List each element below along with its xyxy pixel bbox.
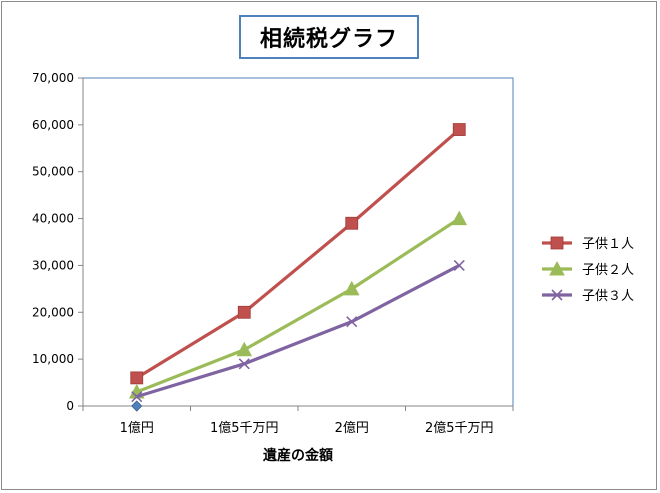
diamond-marker-shape xyxy=(131,400,143,412)
series-line xyxy=(136,264,460,399)
square-marker-shape xyxy=(130,371,144,385)
y-tick-label: 10,000 xyxy=(32,352,74,366)
y-tick-label: 70,000 xyxy=(32,71,74,85)
y-tick-label: 60,000 xyxy=(32,118,74,132)
data-point xyxy=(131,391,143,403)
data-point xyxy=(237,305,251,319)
data-point xyxy=(130,371,144,385)
x-marker-stroke xyxy=(131,391,143,403)
x-axis-title: 遺産の金額 xyxy=(263,447,333,464)
legend-marker xyxy=(549,260,565,276)
data-point xyxy=(346,316,358,328)
square-marker-shape xyxy=(452,123,466,136)
series-0 xyxy=(131,400,143,412)
x-tick-label: 2億円 xyxy=(335,420,369,436)
square-marker-shape xyxy=(550,236,564,250)
triangle-marker-shape xyxy=(549,260,565,276)
legend-entry: 子供１人 xyxy=(542,236,634,252)
data-point xyxy=(452,123,466,136)
y-tick-label: 20,000 xyxy=(32,305,74,319)
data-point xyxy=(345,216,359,230)
y-tick-label: 30,000 xyxy=(32,258,74,272)
y-tick-label: 0 xyxy=(66,399,74,413)
x-marker-stroke xyxy=(551,289,563,301)
data-point xyxy=(343,280,360,296)
chart-title: 相続税グラフ xyxy=(239,15,419,59)
x-marker-stroke xyxy=(346,316,358,328)
legend-marker xyxy=(551,289,563,301)
series-line xyxy=(136,217,461,394)
triangle-marker-shape xyxy=(236,341,253,357)
x-marker-stroke xyxy=(453,259,465,271)
legend-entry: 子供２人 xyxy=(542,260,634,278)
series-2 xyxy=(128,210,468,399)
data-point xyxy=(236,341,253,357)
triangle-marker-shape xyxy=(343,280,360,296)
data-point xyxy=(453,259,465,271)
x-tick-label: 2億5千万円 xyxy=(425,420,494,436)
legend-entry: 子供３人 xyxy=(542,289,634,304)
plot-area xyxy=(82,77,514,407)
square-marker-shape xyxy=(237,305,251,319)
series-line xyxy=(135,128,461,380)
series-3 xyxy=(131,259,465,403)
legend-label: 子供３人 xyxy=(582,289,634,304)
triangle-marker-shape xyxy=(451,210,468,226)
x-tick-label: 1億5千万円 xyxy=(210,420,279,436)
x-tick-label: 1億円 xyxy=(120,420,154,436)
y-tick-label: 40,000 xyxy=(32,212,74,226)
data-point xyxy=(451,210,468,226)
series-1 xyxy=(130,123,466,385)
legend-label: 子供１人 xyxy=(582,237,634,252)
square-marker-shape xyxy=(345,216,359,230)
data-point xyxy=(131,400,143,412)
legend-marker xyxy=(550,236,564,250)
x-marker-stroke xyxy=(238,358,250,370)
y-tick-label: 50,000 xyxy=(32,165,74,179)
data-point xyxy=(238,358,250,370)
legend-label: 子供２人 xyxy=(582,263,634,278)
